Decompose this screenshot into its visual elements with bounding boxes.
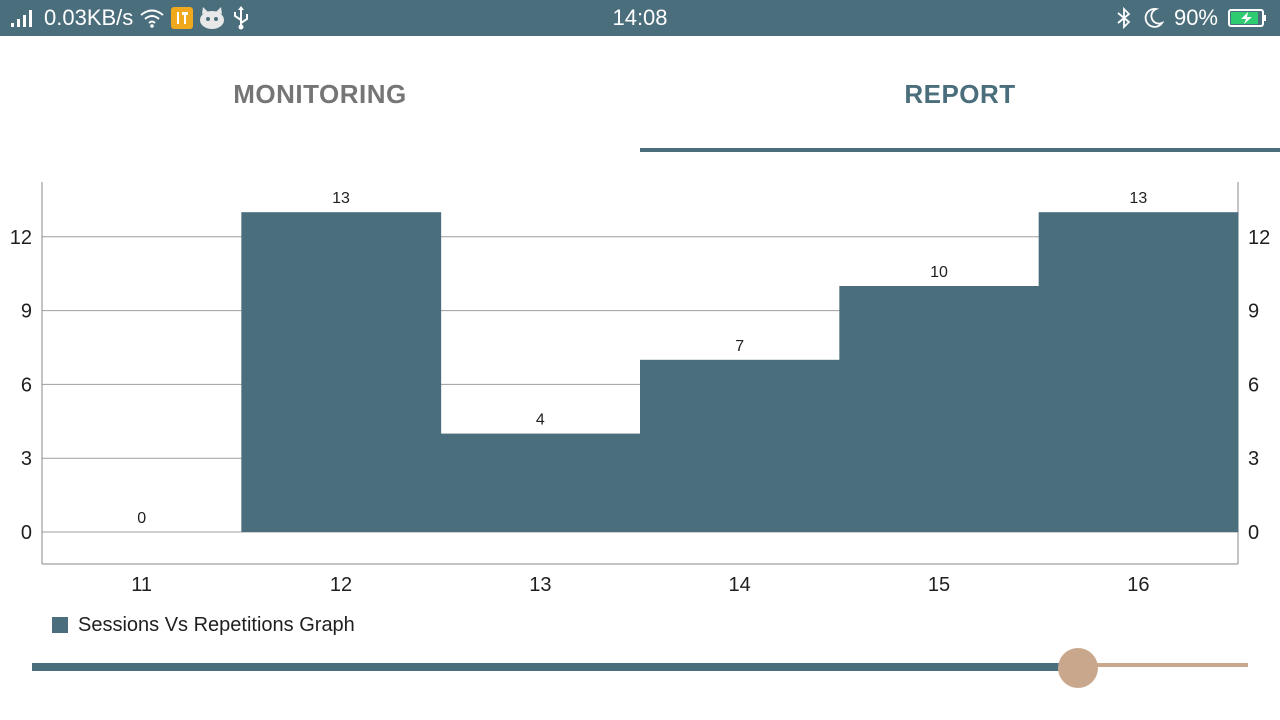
android-app-icon	[199, 6, 225, 30]
bar	[640, 359, 840, 532]
slider-fill	[32, 663, 1078, 671]
y-tick-label-right: 6	[1248, 374, 1259, 396]
tab-monitoring[interactable]: MONITORING	[233, 78, 407, 109]
range-slider[interactable]	[32, 646, 1248, 688]
legend-label: Sessions Vs Repetitions Graph	[78, 613, 355, 636]
x-tick-label: 12	[330, 574, 352, 596]
data-label: 13	[332, 190, 350, 207]
bar	[839, 286, 1040, 532]
y-tick-label-right: 3	[1248, 448, 1259, 470]
x-tick-label: 16	[1127, 574, 1149, 596]
net-speed: 0.03KB/s	[44, 5, 134, 30]
usb-icon	[231, 6, 251, 30]
tab-report[interactable]: REPORT	[904, 78, 1016, 109]
data-label: 0	[137, 510, 146, 527]
y-tick-label-right: 0	[1248, 522, 1259, 544]
data-label: 13	[1129, 190, 1147, 207]
bar	[1038, 212, 1239, 532]
y-tick-label-left: 3	[21, 448, 32, 470]
bar	[440, 433, 641, 532]
tools-app-icon	[171, 7, 194, 29]
bar	[241, 212, 442, 532]
battery-charging-icon	[1228, 8, 1268, 28]
x-tick-label: 14	[729, 574, 751, 596]
y-tick-label-right: 12	[1248, 227, 1270, 249]
bar-chart: 0 0 3 3 6 6 9 9 12 12 0 11 13 12 4 13 7 14 10 15 13 16	[10, 182, 1270, 596]
signal-icon	[10, 7, 38, 29]
y-tick-label-left: 9	[21, 301, 32, 323]
status-bar: 0.03KB/s	[0, 0, 1280, 36]
slider-thumb[interactable]	[1057, 648, 1098, 688]
y-tick-label-left: 0	[21, 522, 32, 544]
bluetooth-icon	[1116, 6, 1132, 30]
moon-icon	[1142, 7, 1164, 29]
data-label: 4	[536, 412, 545, 429]
y-tick-label-left: 12	[10, 227, 32, 249]
tab-indicator	[640, 148, 1280, 152]
tab-bar: MONITORING REPORT	[0, 36, 1280, 152]
battery-percent: 90%	[1173, 5, 1218, 30]
data-label: 10	[930, 264, 948, 281]
chart-legend: Sessions Vs Repetitions Graph	[52, 612, 355, 638]
data-label: 7	[735, 338, 744, 355]
y-tick-label-right: 9	[1248, 301, 1259, 323]
legend-swatch	[52, 617, 68, 633]
x-tick-label: 11	[131, 574, 152, 596]
x-tick-label: 15	[928, 574, 950, 596]
y-tick-label-left: 6	[21, 374, 32, 396]
x-tick-label: 13	[529, 574, 551, 596]
wifi-icon	[139, 7, 165, 29]
